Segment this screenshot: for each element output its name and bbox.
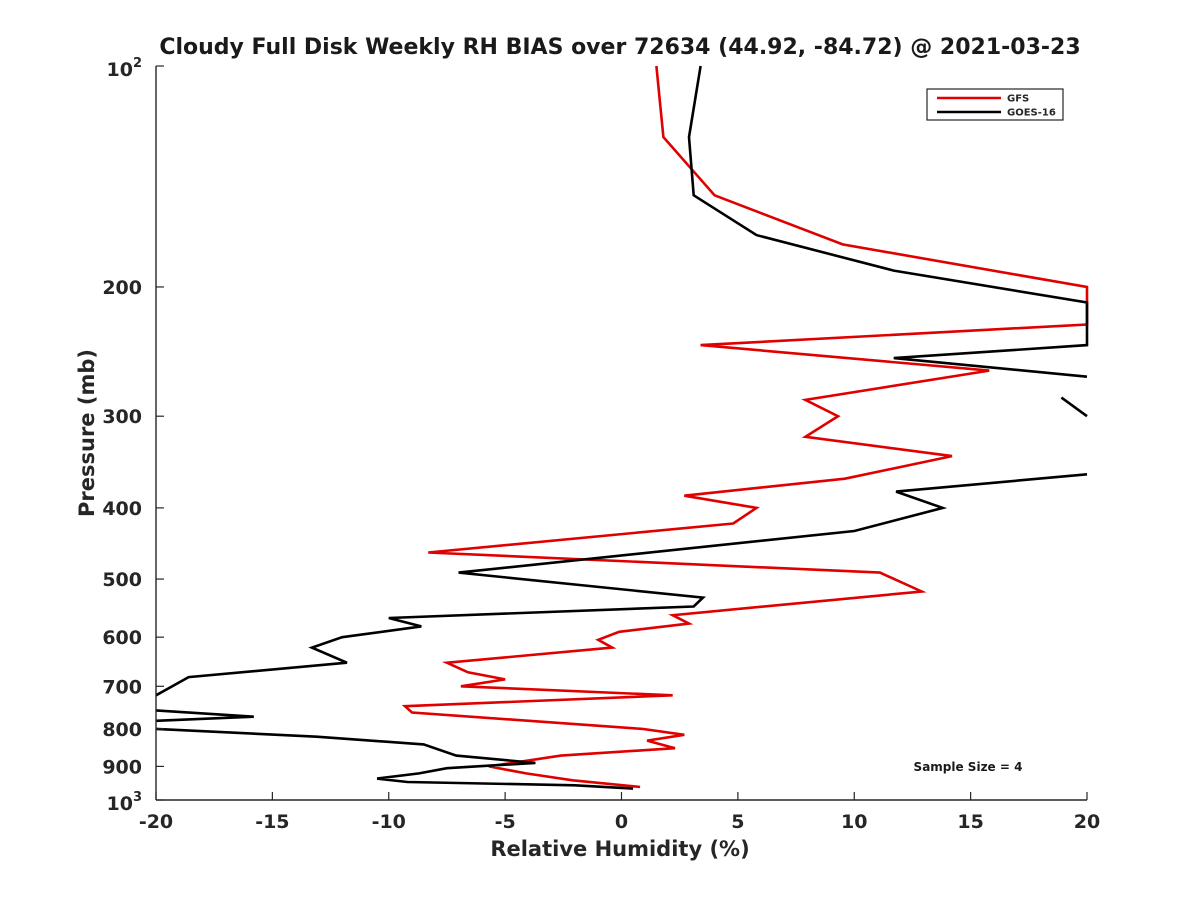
sample-size-annotation: Sample Size = 4 (914, 760, 1023, 774)
y-tick-label: 300 (102, 406, 142, 428)
x-axis-label: Relative Humidity (%) (490, 837, 749, 861)
x-tick-label: -10 (372, 811, 406, 833)
x-tick-label: 15 (957, 811, 983, 833)
x-tick-label: -15 (255, 811, 289, 833)
x-tick-label: 10 (841, 811, 867, 833)
y-tick-label: 800 (102, 719, 142, 741)
y-edge-label-bottom: 103 (107, 790, 143, 815)
series-line-gfs (401, 65, 1089, 789)
axis-ticks: -20 -15 -10 -5 0 5 10 15 20 200 300 400 500 600 700 800… (102, 65, 1100, 833)
y-tick-label: 600 (102, 627, 142, 649)
legend: GFS GOES-16 (926, 88, 1064, 121)
plot-lines (155, 65, 1089, 790)
x-tick-label: -20 (139, 811, 173, 833)
x-tick-label: 20 (1074, 811, 1100, 833)
x-tick-label: 5 (731, 811, 744, 833)
x-tick-label: -5 (495, 811, 516, 833)
y-tick-label: 400 (102, 498, 142, 520)
legend-box (926, 88, 1064, 121)
y-tick-label: 200 (102, 277, 142, 299)
legend-label: GOES-16 (1007, 108, 1056, 119)
y-edge-label-top: 102 (107, 56, 143, 81)
legend-label: GFS (1007, 94, 1029, 105)
y-tick-label: 500 (102, 569, 142, 591)
y-tick-label: 700 (102, 676, 142, 698)
y-axis-label: Pressure (mb) (75, 349, 99, 517)
series-line-goes-16 (155, 65, 1089, 790)
x-tick-label: 0 (615, 811, 628, 833)
y-tick-label: 900 (102, 756, 142, 778)
chart-title: Cloudy Full Disk Weekly RH BIAS over 726… (159, 35, 1080, 60)
